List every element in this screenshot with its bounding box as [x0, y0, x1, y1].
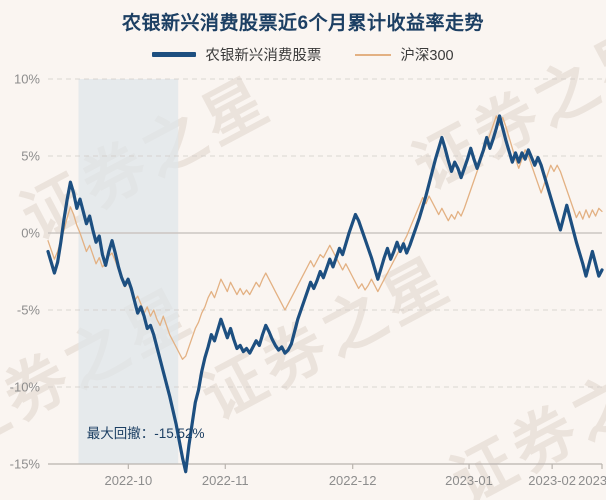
series-line [47, 115, 603, 360]
y-tick-label: 5% [21, 149, 40, 164]
legend-label-benchmark: 沪深300 [400, 48, 454, 64]
max-drawdown-band [78, 79, 179, 464]
series-line [46, 114, 604, 474]
drawdown-annotation: 最大回撤：-15.52% [87, 426, 205, 441]
legend-label-fund: 农银新兴消费股票 [205, 48, 322, 64]
y-axis-ticks: 10% 5% 0% -5% -10% -15% [10, 72, 41, 472]
chart-legend: 农银新兴消费股票 沪深300 [0, 44, 606, 65]
x-tick-label: 2023-03 [578, 473, 606, 488]
series-benchmark [47, 115, 603, 360]
series-fund [46, 114, 604, 474]
y-tick-label: 10% [14, 72, 40, 87]
x-axis [48, 463, 603, 469]
legend-swatch-benchmark-icon [355, 53, 392, 56]
legend-item-fund[interactable]: 农银新兴消费股票 [152, 44, 321, 65]
y-tick-label: -15% [10, 457, 41, 472]
x-axis-ticks: 2022-10 2022-11 2022-12 2023-01 2023-022023-… [104, 473, 606, 488]
x-tick-label: 2023-01 [445, 473, 493, 488]
y-tick-label: 0% [21, 226, 40, 241]
legend-swatch-fund-icon [152, 52, 197, 57]
x-tick-label: 2022-10 [104, 473, 152, 488]
x-tick-label: 2022-12 [329, 473, 377, 488]
x-tick-label: 2022-11 [202, 473, 249, 488]
max-drawdown-label: 最大回撤：-15.52% [87, 426, 205, 441]
chart-title: 农银新兴消费股票近6个月累计收益率走势 [121, 13, 485, 34]
x-tick-label: 2023-02 [528, 473, 576, 488]
legend-item-benchmark[interactable]: 沪深300 [355, 44, 454, 65]
y-tick-label: -10% [10, 380, 41, 395]
y-tick-label: -5% [17, 303, 41, 318]
drawdown-band [78, 79, 179, 464]
